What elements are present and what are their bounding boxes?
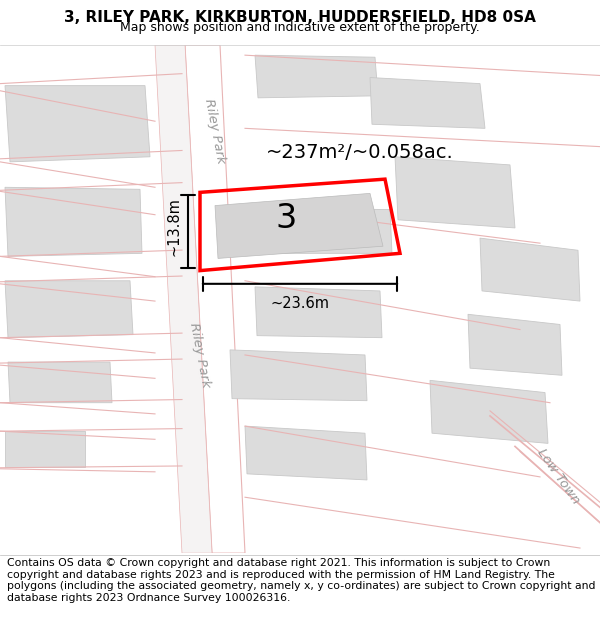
Text: Riley Park: Riley Park (202, 98, 227, 165)
Polygon shape (480, 238, 580, 301)
Polygon shape (8, 362, 112, 403)
Polygon shape (5, 86, 150, 162)
Polygon shape (230, 350, 367, 401)
Polygon shape (430, 381, 548, 443)
Polygon shape (370, 78, 485, 128)
Text: ~237m²/~0.058ac.: ~237m²/~0.058ac. (266, 143, 454, 162)
Polygon shape (5, 188, 142, 256)
Polygon shape (270, 208, 392, 253)
Text: Contains OS data © Crown copyright and database right 2021. This information is : Contains OS data © Crown copyright and d… (7, 558, 596, 603)
Text: Map shows position and indicative extent of the property.: Map shows position and indicative extent… (120, 21, 480, 34)
Polygon shape (255, 287, 382, 338)
Polygon shape (5, 281, 133, 338)
Polygon shape (155, 45, 212, 553)
Text: 3: 3 (275, 202, 297, 235)
Text: 3, RILEY PARK, KIRKBURTON, HUDDERSFIELD, HD8 0SA: 3, RILEY PARK, KIRKBURTON, HUDDERSFIELD,… (64, 10, 536, 25)
Text: ~23.6m: ~23.6m (271, 296, 329, 311)
Text: Low Town: Low Town (534, 447, 582, 507)
Polygon shape (255, 55, 378, 98)
Polygon shape (185, 45, 245, 553)
Polygon shape (468, 314, 562, 375)
Polygon shape (5, 431, 85, 467)
Text: ~13.8m: ~13.8m (167, 197, 182, 256)
Polygon shape (245, 426, 367, 480)
Polygon shape (395, 157, 515, 228)
Polygon shape (215, 193, 383, 258)
Text: Riley Park: Riley Park (187, 321, 212, 389)
